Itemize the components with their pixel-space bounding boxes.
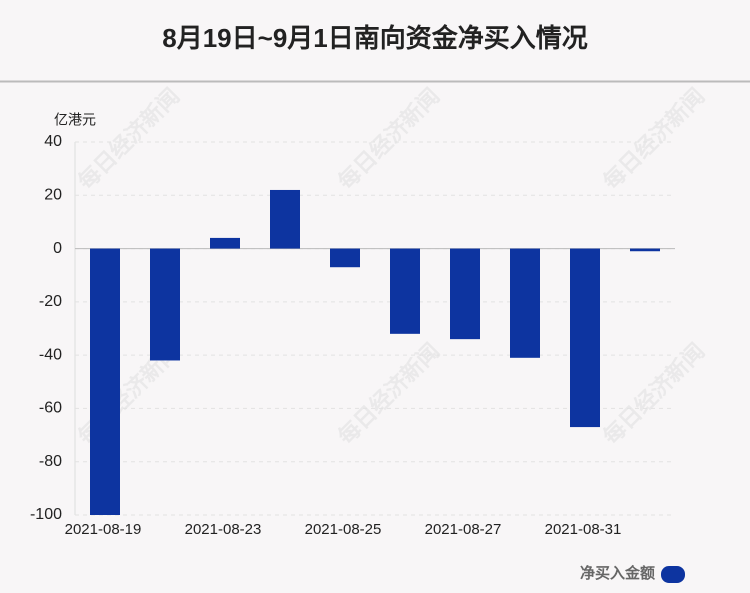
- legend-swatch: [661, 566, 685, 583]
- chart-title: 8月19日~9月1日南向资金净买入情况: [162, 23, 587, 53]
- y-tick-label: 40: [44, 133, 62, 150]
- y-tick-label: -100: [30, 506, 62, 523]
- bar: [630, 248, 660, 252]
- bar: [90, 248, 120, 516]
- y-tick-label: -40: [39, 346, 62, 363]
- x-tick-label: 2021-08-25: [305, 521, 382, 538]
- bar: [570, 248, 600, 428]
- bar: [150, 248, 180, 361]
- bar: [330, 248, 360, 268]
- y-unit: 亿港元: [54, 112, 96, 128]
- bar: [510, 248, 540, 358]
- y-tick-label: 0: [53, 240, 62, 257]
- bar: [390, 248, 420, 334]
- y-tick-label: -20: [39, 293, 62, 310]
- legend-label: 净买入金额: [580, 564, 655, 582]
- bar: [270, 189, 300, 249]
- x-tick-label: 2021-08-23: [185, 521, 262, 538]
- y-tick-label: -80: [39, 453, 62, 470]
- bar: [450, 248, 480, 340]
- x-tick-label: 2021-08-31: [545, 521, 622, 538]
- x-tick-label: 2021-08-27: [425, 521, 502, 538]
- x-tick-label: 2021-08-19: [65, 521, 142, 538]
- y-tick-label: 20: [44, 187, 62, 204]
- bar: [210, 237, 240, 249]
- y-tick-label: -60: [39, 400, 62, 417]
